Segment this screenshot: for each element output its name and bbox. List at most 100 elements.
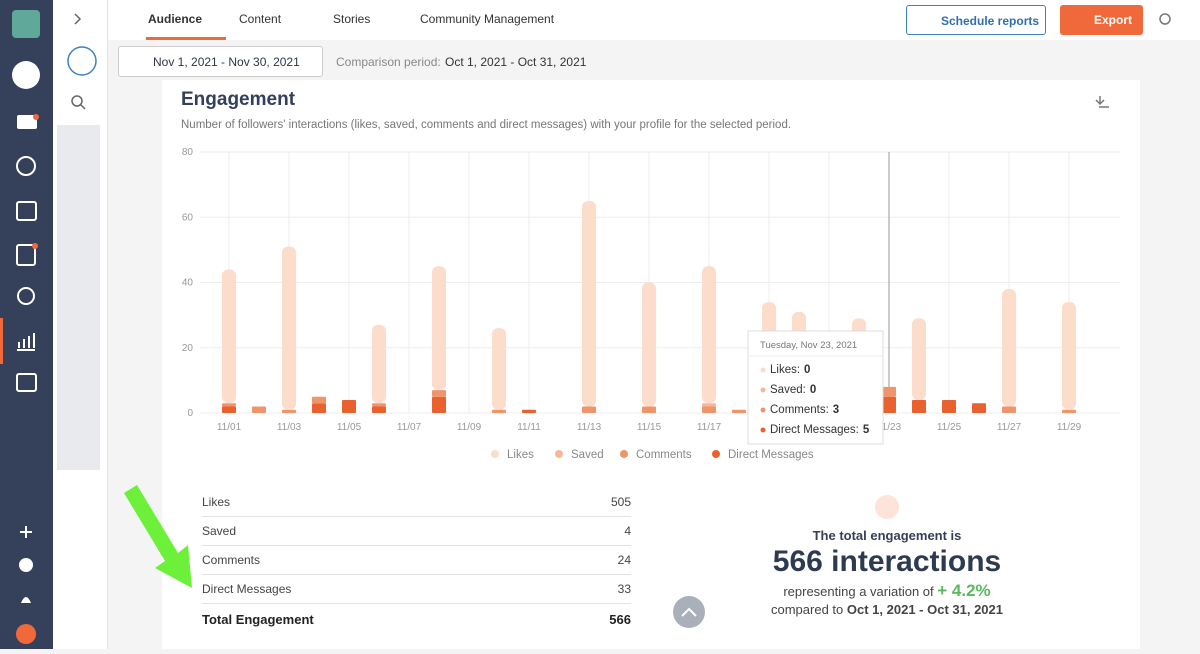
sidebar-icons (0, 10, 40, 644)
tooltip-value: 0 (804, 364, 810, 376)
tooltip-row: Likes: 0 (770, 364, 810, 376)
x-tick-label: 11/03 (277, 422, 302, 433)
bar-segment (642, 406, 656, 413)
tab[interactable]: Audience (148, 12, 203, 26)
bar-segment (732, 409, 746, 413)
x-tick-label: 11/15 (637, 422, 662, 433)
tab[interactable]: Stories (333, 12, 371, 26)
tooltip-row: Direct Messages: 5 (770, 424, 870, 436)
legend-swatch (620, 450, 628, 458)
bar-segment (222, 269, 236, 404)
bar-segment (1062, 302, 1076, 410)
scroll-top[interactable] (673, 596, 705, 628)
tooltip-row: Saved: 0 (770, 384, 816, 396)
bar-segment (1002, 289, 1016, 407)
bar-segment (912, 399, 926, 413)
compared-text: compared to (771, 602, 844, 617)
bar-segment (912, 318, 926, 400)
tooltip-row: Comments: 3 (770, 404, 839, 416)
bar-segment (702, 406, 716, 413)
x-tick-label: 11/17 (697, 422, 722, 433)
summary-row: Likes 505 (202, 487, 631, 517)
download-icon[interactable] (1095, 96, 1109, 108)
bar-segment (582, 200, 596, 407)
bar-segment (372, 406, 386, 413)
bar-segment (642, 282, 656, 407)
summary-total: Total Engagement 566 (202, 604, 631, 633)
row-label: Likes (202, 495, 231, 509)
legend-label: Comments (636, 449, 692, 461)
legend-swatch (712, 450, 720, 458)
row-label: Saved (202, 524, 237, 538)
legend-label: Direct Messages (728, 449, 814, 461)
x-tick-label: 11/13 (577, 422, 602, 433)
x-tick-label: 11/01 (217, 422, 242, 433)
bar-segment (432, 266, 446, 391)
x-tick-label: 11/23 (877, 422, 902, 433)
secondary-icons (57, 13, 100, 470)
date-range: Nov 1, 2021 - Nov 30, 2021 (153, 55, 300, 69)
total-panel: The total engagement is 566 interactions… (687, 528, 1087, 617)
bar-segment (222, 406, 236, 413)
bar-segment (1002, 406, 1016, 413)
tooltip-value: 0 (810, 384, 816, 396)
bar-segment (582, 406, 596, 413)
tooltip-value: 3 (833, 404, 839, 416)
scroll-arrow (681, 607, 697, 617)
y-tick-label: 20 (182, 343, 194, 354)
bar-segment (372, 403, 386, 407)
bar-segment (942, 399, 956, 413)
legend-swatch (555, 450, 563, 458)
secondary-sidebar (53, 0, 108, 649)
button-label: Schedule reports (941, 14, 1040, 28)
bar-segment (522, 409, 536, 413)
bar-segment (312, 396, 326, 404)
row-value: 505 (610, 495, 631, 509)
tooltip-title: Tuesday, Nov 23, 2021 (760, 340, 857, 351)
legend-label: Likes (507, 449, 534, 461)
tooltip-swatch (760, 407, 766, 413)
y-tick-label: 80 (182, 147, 194, 158)
comparison-period[interactable]: Oct 1, 2021 - Oct 31, 2021 (445, 55, 587, 69)
export-button[interactable]: Export (1060, 5, 1143, 35)
bar-segment (432, 390, 446, 397)
chart-subtitle: Number of followers' interactions (likes… (181, 119, 792, 131)
tooltip: Tuesday, Nov 23, 2021 Likes: 0 Saved: 0 Comme… (747, 330, 884, 445)
row-value: 566 (609, 612, 631, 627)
summary-row: Saved 4 (202, 516, 631, 546)
tooltip-label: Comments: (770, 404, 829, 416)
x-tick-label: 11/05 (337, 422, 362, 433)
summary-row: Comments 24 (202, 545, 631, 575)
schedule-button[interactable]: Schedule reports (906, 5, 1046, 35)
bar-segment (342, 399, 356, 413)
tooltip-box (747, 330, 884, 445)
settings-icon[interactable] (1159, 13, 1171, 25)
bar-segment (372, 324, 386, 404)
tooltip-label: Direct Messages: (770, 424, 859, 436)
bar-segment (432, 396, 446, 413)
bar-segment (222, 403, 236, 407)
bar-segment (1062, 409, 1076, 413)
bar-segment (282, 246, 296, 410)
chat-icon (875, 495, 899, 519)
variation-line: representing a variation of + 4.2% (687, 581, 1087, 601)
x-tick-label: 11/29 (1057, 422, 1082, 433)
date-picker[interactable]: Nov 1, 2021 - Nov 30, 2021 (118, 46, 323, 77)
legend-label: Saved (571, 449, 604, 461)
legend-swatch (491, 450, 499, 458)
tab[interactable]: Content (239, 12, 282, 26)
bar-segment (702, 403, 716, 407)
row-label: Total Engagement (202, 612, 314, 627)
button-label: Export (1094, 13, 1133, 27)
bar-segment (882, 396, 896, 413)
y-tick-label: 40 (182, 278, 194, 289)
row-value: 24 (617, 553, 631, 567)
tab[interactable]: Community Management (420, 12, 555, 26)
variation-change: + 4.2% (937, 581, 991, 600)
tooltip-swatch (760, 387, 766, 393)
compared-line: compared to Oct 1, 2021 - Oct 31, 2021 (687, 602, 1087, 617)
bar-segment (282, 409, 296, 413)
tooltip-label: Saved: (770, 384, 806, 396)
bar-segment (702, 266, 716, 404)
